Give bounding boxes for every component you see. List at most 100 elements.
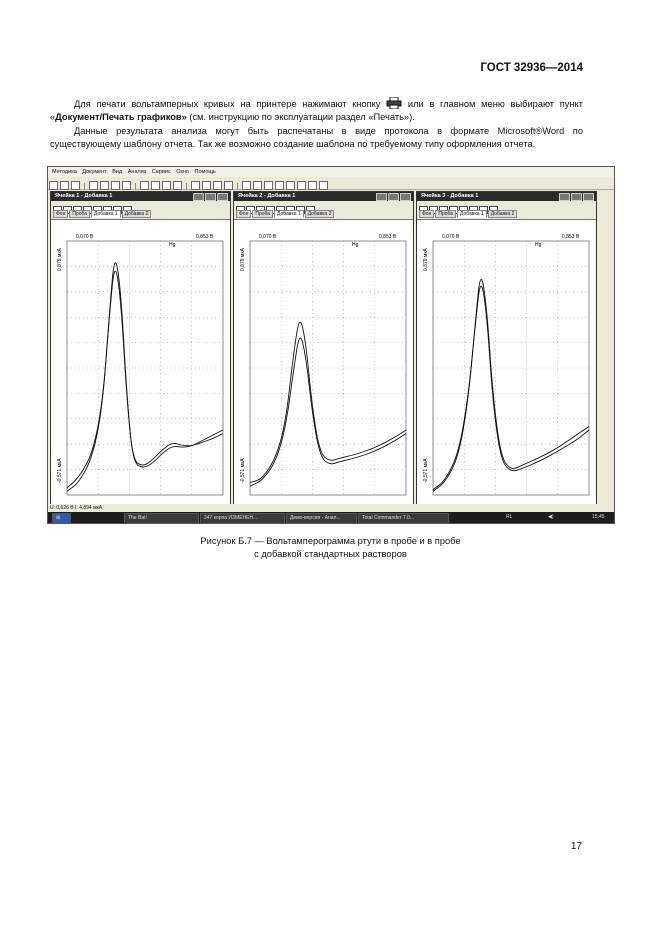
x-left-label: 0,070 В [442,234,460,240]
figure-caption-line-1: Рисунок Б.7 — Вольтамперограмма ртути в … [200,536,461,546]
cell-title: Ячейка 2 - Добавка 1 [238,193,296,199]
voltammogram-plot-2[interactable]: 0,070 В 0,853 В Hg 0,879 мкА -0,571 мкА [234,233,413,514]
close-icon[interactable] [583,193,594,201]
toolbar-button[interactable] [308,181,317,190]
toolbar-button[interactable] [286,181,295,190]
y-top-label: 0,879 мкА [423,247,429,271]
tab-sample[interactable]: Проба [435,210,457,218]
element-label: Hg [535,242,542,248]
toolbar-button[interactable] [111,181,120,190]
voltammogram-curve-2 [432,285,590,490]
cell-title: Ячейка 1 - Добавка 1 [55,193,113,199]
toolbar-button[interactable] [224,181,233,190]
toolbar-divider [135,183,136,190]
close-icon[interactable] [400,193,411,201]
menu-item[interactable]: Анализ [127,169,147,175]
voltammogram-plot-3[interactable]: 0,070 В 0,853 В Hg 0,879 мкА -0,571 мкА [417,233,596,514]
tab-background[interactable]: Фон [53,210,69,218]
toolbar-button[interactable] [275,181,284,190]
toolbar-button[interactable] [319,181,328,190]
cell-window-3: Ячейка 3 - Добавка 1 Фон Проба Добавка 1 До… [416,191,597,515]
toolbar-button[interactable] [173,181,182,190]
paragraph-1-end: (см. инструкцию по эксплуатации раздел «… [186,112,415,122]
speaker-icon[interactable]: ◀) [548,514,554,520]
toolbar-button[interactable] [100,181,109,190]
clock[interactable]: 15:45 [592,514,605,520]
menu-item[interactable]: Сервис [151,169,171,175]
tab-sample[interactable]: Проба [69,210,91,218]
minimize-icon[interactable] [193,193,204,201]
tab-background[interactable]: Фон [236,210,252,218]
paragraph-1-middle: или в главном меню выбирают пункт « [50,99,583,122]
toolbar-button[interactable] [122,181,131,190]
tab-addition-2[interactable]: Добавка 2 [121,210,152,218]
cell-window-2: Ячейка 2 - Добавка 1 Фон Проба Добавка 1 До… [233,191,414,515]
voltammogram-curve-2 [66,270,224,489]
voltammogram-curve-2 [249,337,407,487]
voltammogram-curve-1 [66,262,224,492]
paragraph-1: Для печати вольтамперных кривых на принт… [50,97,583,124]
language-indicator[interactable]: RL [506,514,513,520]
tab-addition-2[interactable]: Добавка 2 [487,210,518,218]
standard-number: ГОСТ 32936—2014 [480,62,583,74]
voltammogram-chart: 0,070 В 0,853 В Hg 0,879 мкА -0,571 мкА [57,234,224,496]
maximize-icon[interactable] [205,193,216,201]
y-top-label: 0,879 мкА [57,247,63,271]
taskbar: ⊞ The Bat! 247 корпа ИЗМЕНЕН... Демо-вер… [48,512,614,523]
paragraph-2: Данные результата анализа могут быть рас… [50,126,583,149]
software-screenshot: Методика Документ Вид Анализ Сервис Окно… [47,166,615,524]
new-document-icon[interactable] [49,181,58,190]
maximize-icon[interactable] [388,193,399,201]
menu-item[interactable]: Документ [82,169,107,175]
maximize-icon[interactable] [571,193,582,201]
taskbar-item[interactable]: The Bat! [124,513,199,523]
minimize-icon[interactable] [559,193,570,201]
menu-item[interactable]: Методика [52,169,77,175]
close-icon[interactable] [217,193,228,201]
toolbar-button[interactable] [264,181,273,190]
x-right-label: 0,853 В [379,234,397,240]
voltammogram-plot-1[interactable]: 0,070 В 0,853 В Hg 0,879 мкА -0,571 мкА [51,233,230,514]
taskbar-item[interactable]: 247 корпа ИЗМЕНЕН... [200,513,285,523]
toolbar-button[interactable] [89,181,98,190]
menu-item-print-charts: Документ/Печать графиков» [55,112,187,122]
taskbar-item[interactable]: Демо-версия - Анал... [286,513,357,523]
cell-title-bar[interactable]: Ячейка 2 - Добавка 1 [234,192,413,201]
toolbar-button[interactable] [191,181,200,190]
cell-title-bar[interactable]: Ячейка 1 - Добавка 1 [51,192,230,201]
tab-addition-1[interactable]: Добавка 1 [457,210,487,218]
menu-item[interactable]: Вид [112,169,123,175]
tab-addition-1[interactable]: Добавка 1 [274,210,304,218]
taskbar-item[interactable]: Total Commander 7.0... [358,513,449,523]
open-folder-icon[interactable] [60,181,69,190]
print-icon[interactable] [242,181,251,190]
toolbar-divider [84,183,85,190]
cell-tabs: Фон Проба Добавка 1 Добавка 2 [234,210,413,220]
voltammogram-chart: 0,070 В 0,853 В Hg 0,879 мкА -0,571 мкА [240,234,407,496]
x-left-label: 0,070 В [259,234,277,240]
menu-item[interactable]: Окно [176,169,190,175]
x-right-label: 0,853 В [196,234,214,240]
menu-item[interactable]: Помощь [194,169,216,175]
toolbar-button[interactable] [162,181,171,190]
toolbar-button[interactable] [297,181,306,190]
save-icon[interactable] [71,181,80,190]
y-top-label: 0,879 мкА [240,247,246,271]
tab-addition-2[interactable]: Добавка 2 [304,210,335,218]
toolbar-button[interactable] [213,181,222,190]
toolbar-button[interactable] [140,181,149,190]
toolbar-button[interactable] [253,181,262,190]
cell-tabs: Фон Проба Добавка 1 Добавка 2 [51,210,230,220]
toolbar [48,177,614,190]
toolbar-button[interactable] [202,181,211,190]
minimize-icon[interactable] [376,193,387,201]
cell-title-bar[interactable]: Ячейка 3 - Добавка 1 [417,192,596,201]
toolbar-button[interactable] [151,181,160,190]
tab-addition-1[interactable]: Добавка 1 [91,210,121,218]
start-button[interactable]: ⊞ [52,513,71,523]
cell-window-1: Ячейка 1 - Добавка 1 Фон Проба Добавка 1 До… [50,191,231,515]
voltammogram-curve-1 [249,322,407,484]
tab-sample[interactable]: Проба [252,210,274,218]
figure-caption-line-2: с добавкой стандартных растворов [254,549,407,559]
tab-background[interactable]: Фон [419,210,435,218]
